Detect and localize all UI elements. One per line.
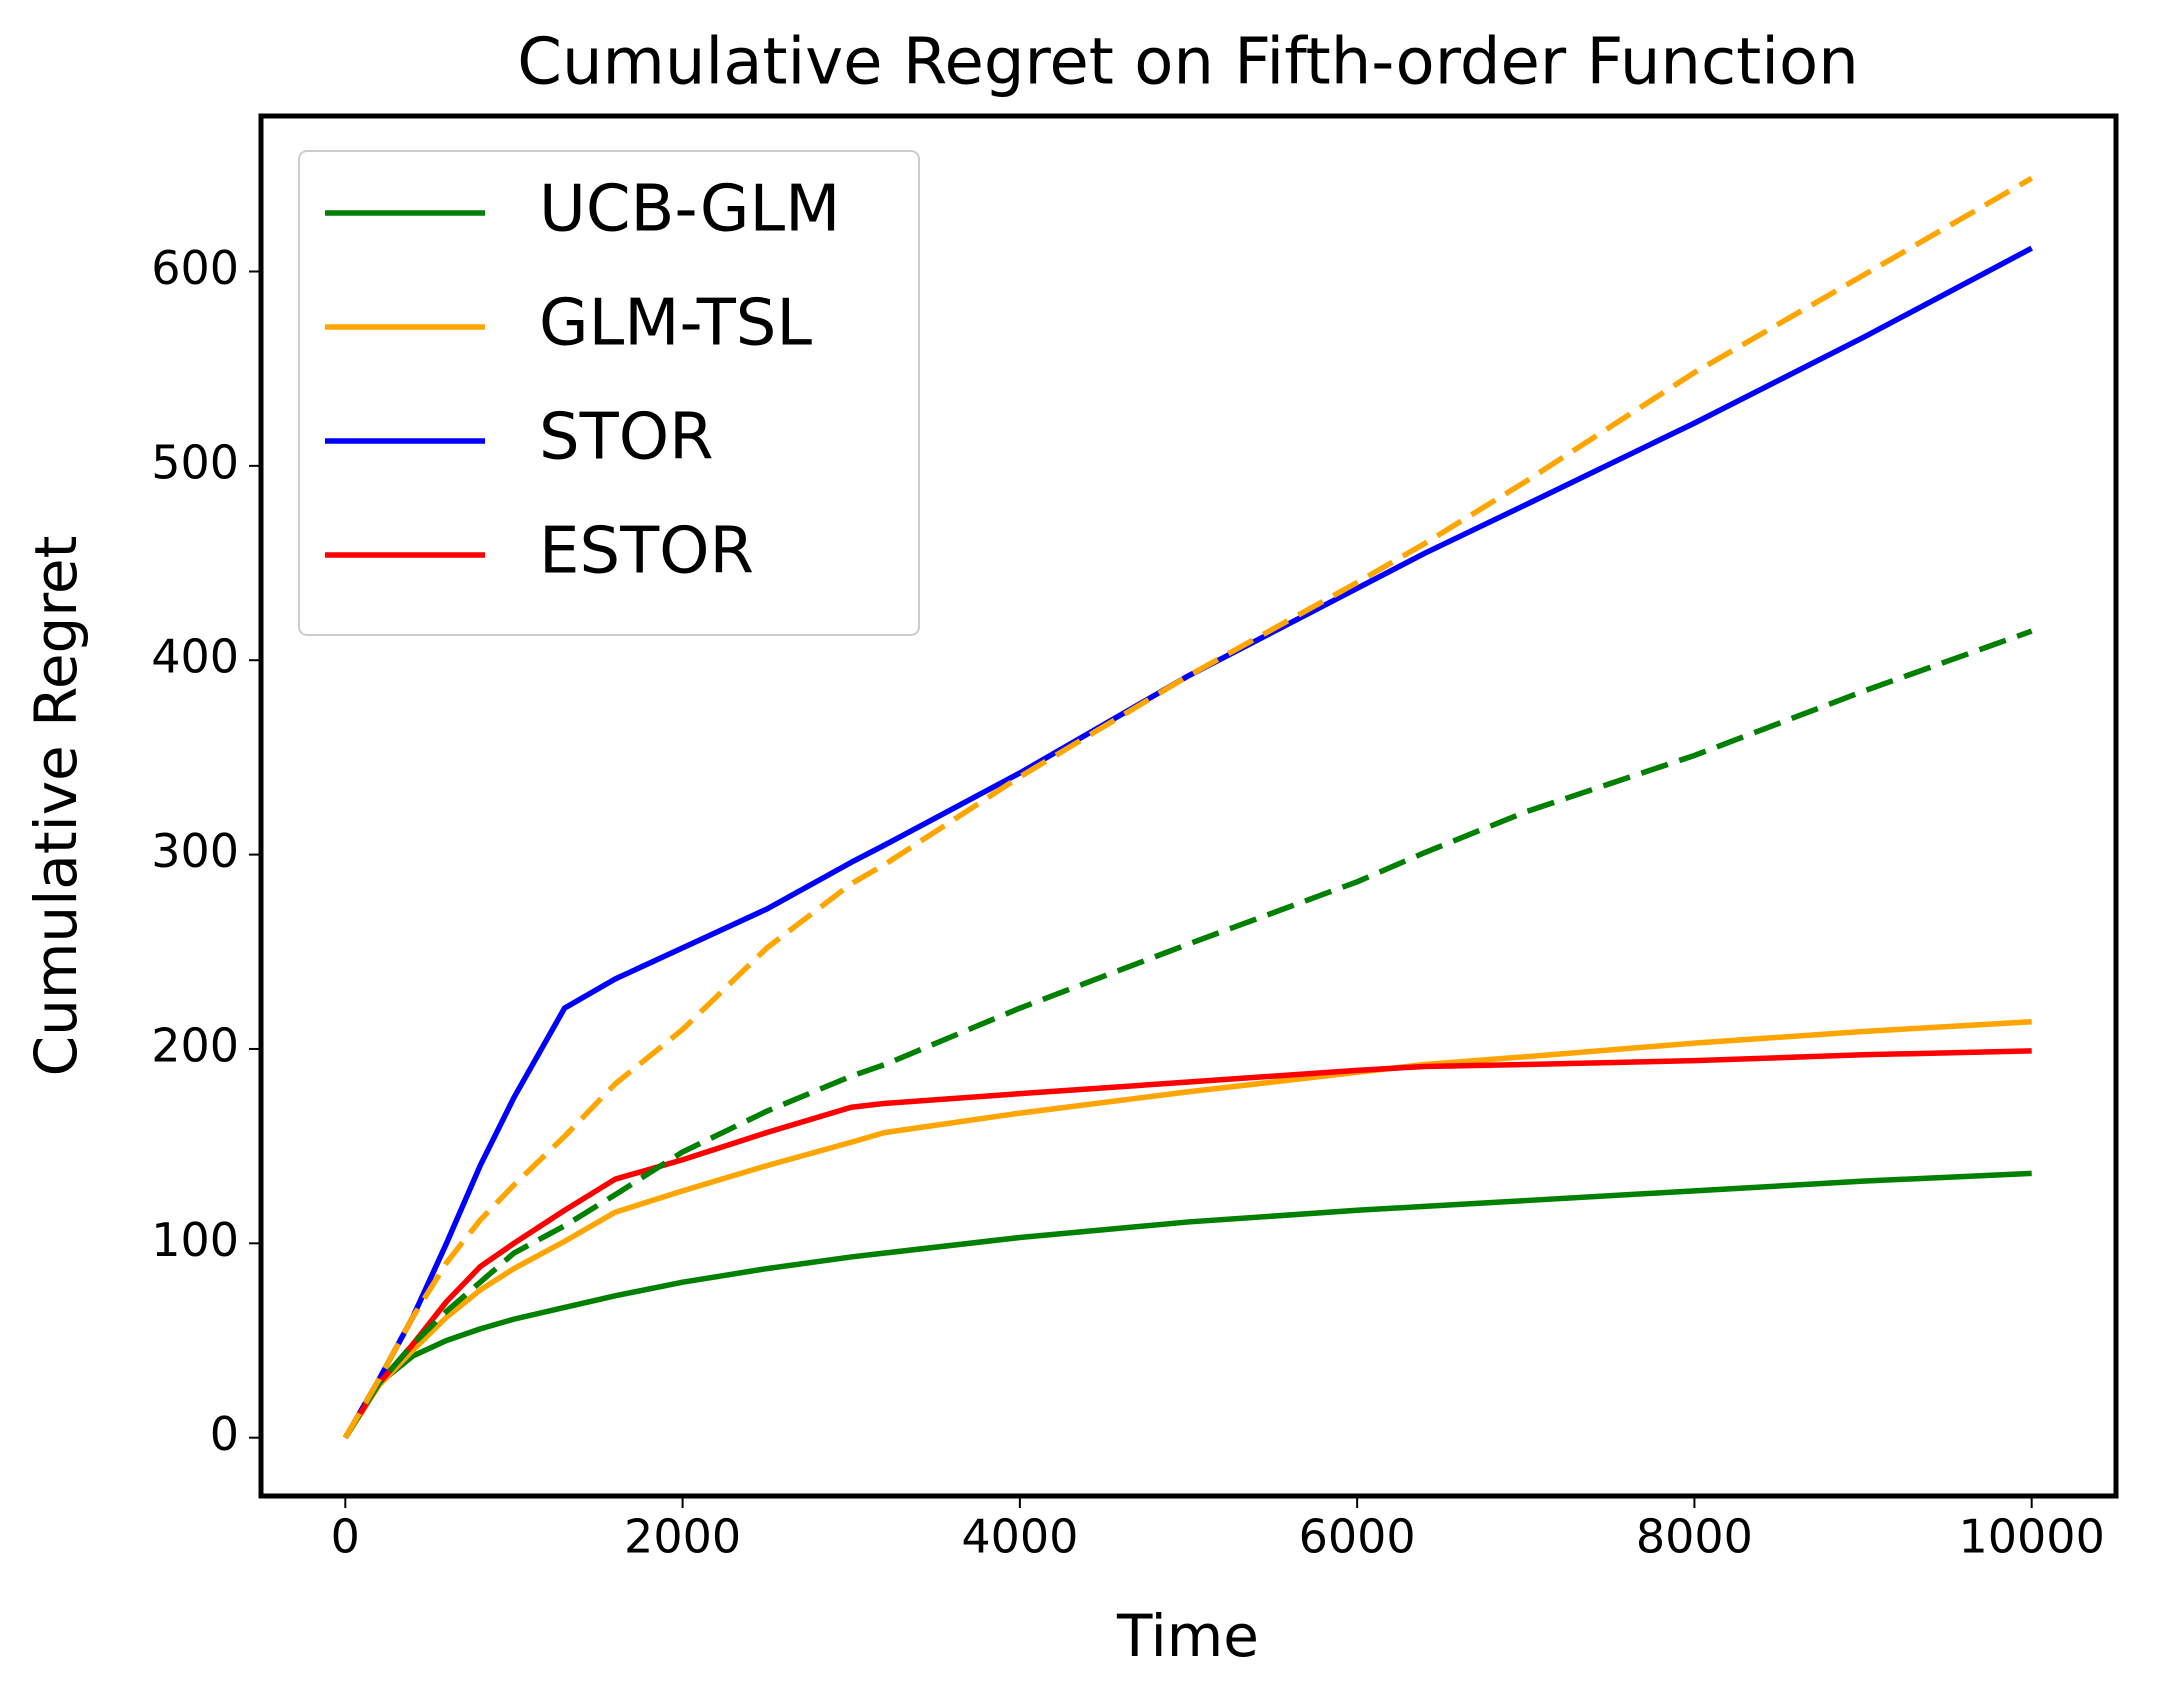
line bbox=[342, 1048, 2032, 1440]
y-tick-label: 300 bbox=[151, 824, 239, 878]
y-tick-label: 0 bbox=[210, 1407, 239, 1461]
x-axis-label: Time bbox=[1116, 1602, 1259, 1670]
x-tick-label: 4000 bbox=[961, 1510, 1078, 1564]
x-tick-label: 0 bbox=[331, 1510, 360, 1564]
x-tick-label: 6000 bbox=[1299, 1510, 1416, 1564]
y-tick-label: 600 bbox=[151, 241, 239, 295]
legend-label: GLM-TSL bbox=[539, 287, 812, 361]
legend-label: ESTOR bbox=[539, 515, 754, 589]
dashed-line bbox=[342, 175, 2034, 1440]
plot-frame bbox=[258, 113, 2119, 1499]
legend-box bbox=[298, 150, 920, 636]
y-axis-label: Cumulative Regret bbox=[22, 536, 90, 1077]
line bbox=[342, 245, 2033, 1440]
line bbox=[343, 1019, 2032, 1440]
x-tick-label: 8000 bbox=[1636, 1510, 1753, 1564]
dashed-line bbox=[342, 628, 2033, 1440]
y-tick-label: 200 bbox=[151, 1018, 239, 1072]
legend-label: STOR bbox=[539, 401, 714, 475]
legend-label: UCB-GLM bbox=[539, 173, 840, 247]
y-tick-label: 100 bbox=[151, 1213, 239, 1267]
x-tick-label: 10000 bbox=[1959, 1510, 2105, 1564]
line bbox=[342, 1170, 2032, 1440]
y-tick-label: 500 bbox=[151, 435, 239, 489]
chart-title: Cumulative Regret on Fifth-order Functio… bbox=[517, 26, 1859, 100]
y-tick-label: 400 bbox=[151, 630, 239, 684]
x-tick-label: 2000 bbox=[624, 1510, 741, 1564]
